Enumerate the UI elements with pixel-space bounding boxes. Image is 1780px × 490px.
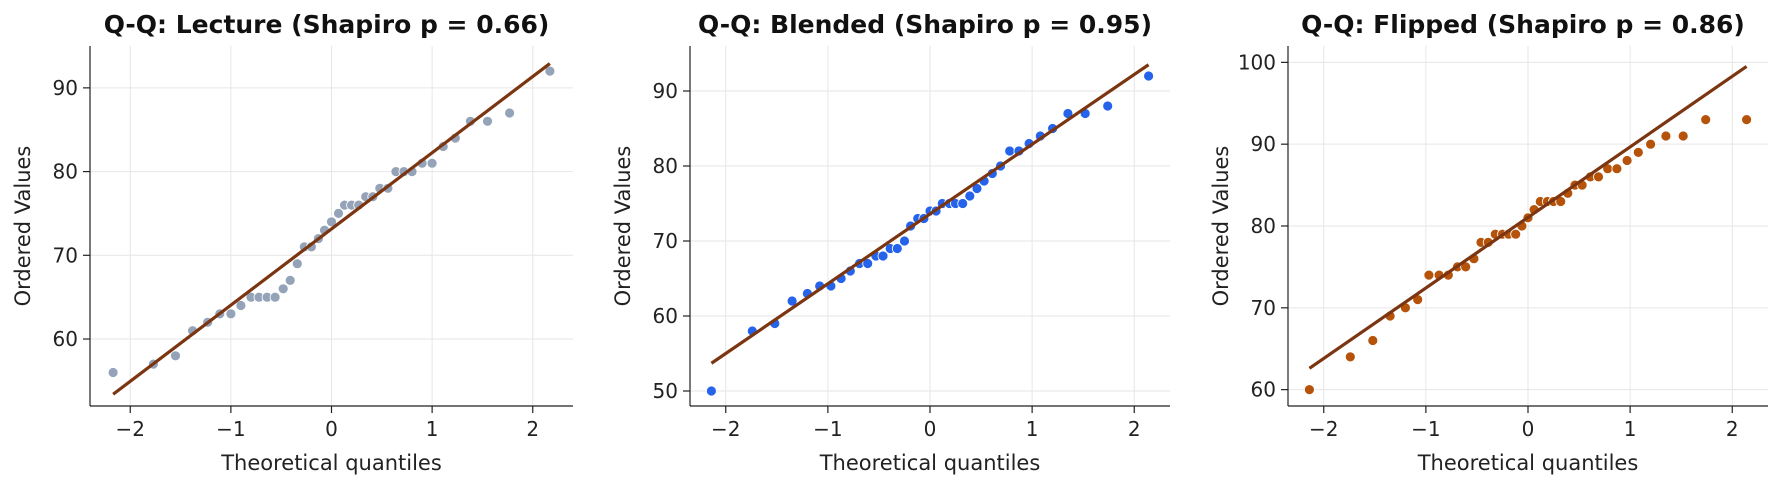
- qq-point: [284, 274, 296, 286]
- qq-point: [504, 107, 516, 119]
- y-tick-label: 80: [1251, 214, 1276, 238]
- qq-point: [482, 115, 493, 127]
- panel-title: Q-Q: Flipped (Shapiro p = 0.86): [1301, 10, 1745, 39]
- y-tick-label: 60: [653, 304, 678, 328]
- qq-point: [269, 291, 281, 303]
- y-axis-label: Ordered Values: [611, 146, 635, 307]
- qq-panel-3: −2 −1 0 1 2 60 70 80 90 100 Q-Q: Flipped (Shapiro …: [1209, 10, 1768, 475]
- qq-point: [291, 258, 303, 270]
- qq-point: [107, 367, 119, 378]
- y-tick-label: 70: [1251, 296, 1276, 320]
- qq-point: [786, 295, 798, 307]
- qq-point: [1741, 114, 1752, 125]
- y-tick-label: 70: [53, 243, 78, 267]
- qq-panel-1: −2 −1 0 1 2 60 70 80 90 Q-Q: Lecture (Shapiro p =…: [11, 10, 573, 475]
- x-tick-label: 1: [1026, 417, 1039, 441]
- y-tick-label: 90: [1251, 132, 1276, 156]
- qq-point: [426, 157, 438, 169]
- y-axis-label: Ordered Values: [11, 146, 35, 307]
- y-axis-label: Ordered Values: [1209, 146, 1233, 307]
- qq-point: [877, 250, 889, 262]
- y-tick-label: 80: [653, 154, 678, 178]
- qq-point: [277, 283, 289, 295]
- y-tick-label: 80: [53, 160, 78, 184]
- y-tick-label: 50: [653, 379, 678, 403]
- y-tick-label: 60: [53, 327, 78, 351]
- qq-point: [964, 190, 976, 202]
- x-axis-label: Theoretical quantiles: [1417, 451, 1639, 475]
- y-tick-label: 60: [1251, 378, 1276, 402]
- qq-point: [1344, 351, 1356, 363]
- qq-reference-line: [112, 62, 551, 396]
- qq-point: [891, 243, 903, 254]
- x-tick-label: −2: [1309, 417, 1338, 441]
- qq-point: [1423, 269, 1435, 281]
- qq-point: [1645, 138, 1656, 150]
- x-tick-label: −1: [1411, 417, 1440, 441]
- qq-point: [1677, 130, 1689, 142]
- qq-point: [1660, 130, 1672, 142]
- x-tick-label: 1: [426, 417, 439, 441]
- qq-panel-2: −2 −1 0 1 2 50 60 70 80 90 Q-Q: Blended (Shapiro p…: [611, 10, 1170, 475]
- panel-title: Q-Q: Blended (Shapiro p = 0.95): [698, 10, 1152, 39]
- x-tick-label: −2: [711, 417, 740, 441]
- qq-point: [1510, 228, 1522, 240]
- y-tick-label: 90: [53, 76, 78, 100]
- qq-point: [1367, 335, 1379, 346]
- qq-point: [1700, 114, 1712, 125]
- qq-point: [326, 216, 337, 228]
- qq-point: [899, 235, 910, 247]
- qq-point: [862, 258, 874, 269]
- qq-point: [706, 385, 717, 397]
- x-tick-label: 0: [325, 417, 338, 441]
- qq-point: [1143, 70, 1154, 82]
- qq-point: [1004, 145, 1016, 157]
- x-tick-label: 2: [1726, 417, 1739, 441]
- x-tick-label: −1: [813, 417, 842, 441]
- x-tick-label: −2: [116, 417, 145, 441]
- x-tick-label: 2: [526, 417, 539, 441]
- qq-point: [170, 350, 181, 362]
- qq-reference-line: [710, 63, 1150, 365]
- qq-point: [1102, 100, 1114, 112]
- y-tick-label: 70: [653, 229, 678, 253]
- qq-point: [1611, 163, 1623, 175]
- qq-point: [1621, 155, 1633, 166]
- panel-title: Q-Q: Lecture (Shapiro p = 0.66): [104, 10, 550, 39]
- qq-point: [544, 65, 556, 77]
- qq-reference-line: [1308, 65, 1748, 370]
- qq-point: [333, 207, 344, 219]
- qq-point: [235, 300, 247, 311]
- qq-point: [1632, 146, 1644, 158]
- x-tick-label: 0: [1522, 417, 1535, 441]
- y-tick-label: 90: [653, 79, 678, 103]
- qq-point: [1593, 171, 1604, 183]
- x-tick-label: −1: [216, 417, 245, 441]
- x-tick-label: 1: [1624, 417, 1637, 441]
- x-tick-label: 0: [924, 417, 937, 441]
- qq-point: [1304, 384, 1315, 396]
- x-axis-label: Theoretical quantiles: [220, 451, 442, 475]
- qq-point: [225, 308, 237, 320]
- x-axis-label: Theoretical quantiles: [819, 451, 1041, 475]
- qq-point: [957, 198, 969, 209]
- y-tick-label: 100: [1238, 50, 1276, 74]
- x-tick-label: 2: [1128, 417, 1141, 441]
